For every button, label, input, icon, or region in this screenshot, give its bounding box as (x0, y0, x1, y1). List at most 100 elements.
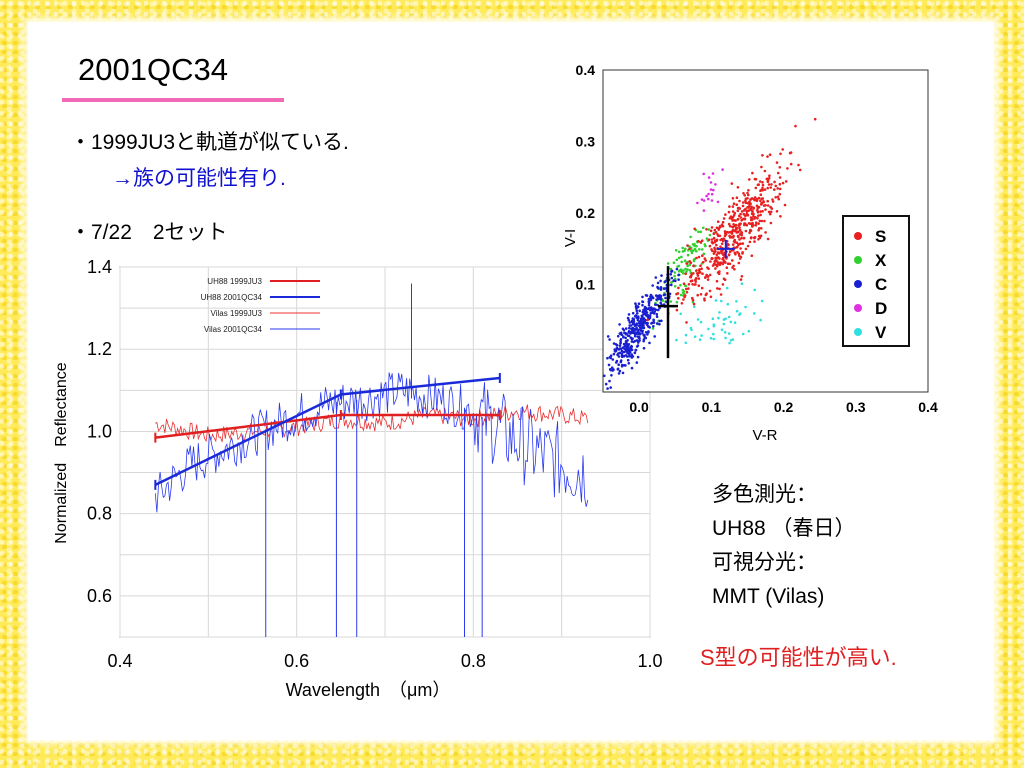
scatter-point-s (732, 229, 736, 233)
scatter-point-s (753, 196, 757, 199)
scatter-point-v (712, 337, 716, 341)
scatter-point-s (737, 214, 741, 218)
scatter-point-c (660, 274, 663, 277)
info-line-multicolor: 多色測光： (712, 483, 817, 506)
scatter-point-d (709, 188, 713, 191)
scatter-point-c (651, 307, 655, 310)
scatter-point-s (738, 199, 741, 203)
scatter-point-s (759, 234, 763, 238)
scatter-point-s (738, 223, 741, 226)
scatter-point-s (714, 267, 717, 270)
scatter-point-v (727, 332, 731, 335)
scatter-point-v (735, 309, 739, 313)
scatter-point-c (636, 332, 640, 336)
scatter-point-s (781, 148, 784, 151)
scatter-point-s (762, 204, 766, 207)
scatter-point-s (751, 209, 754, 213)
scatter-point-c (662, 293, 666, 297)
scatter-point-c (624, 336, 627, 340)
scatter-point-d (710, 199, 714, 202)
scatter-point-c (658, 306, 661, 310)
scatter-point-x (690, 249, 693, 252)
scatter-point-s (761, 181, 764, 184)
scatter-point-s (741, 242, 745, 245)
scatter-point-s (685, 262, 689, 265)
scatter-point-s (699, 264, 702, 267)
scatter-point-c (649, 295, 652, 299)
scatter-point-s (710, 257, 714, 260)
scatter-point-s (749, 207, 753, 210)
scatter-point-s (702, 260, 705, 264)
scatter-point-s (744, 229, 748, 233)
scatter-point-s (732, 202, 736, 205)
scatter-point-c (634, 348, 638, 352)
taxonomy-legend-box (842, 215, 910, 347)
scatter-point-c (641, 295, 644, 299)
scatter-point-c (645, 294, 649, 297)
scatter-point-s (687, 283, 691, 286)
scatter-point-c (629, 346, 633, 349)
scatter-point-c (636, 318, 640, 322)
scatter-point-c (638, 326, 642, 329)
scatter-point-c (644, 306, 648, 310)
scatter-point-c (656, 285, 659, 289)
scatter-point-c (637, 341, 640, 344)
scatter-point-c (627, 362, 631, 365)
scatter-point-v (723, 331, 727, 334)
spectrum-legend-label: UH88 1999JU3 (207, 277, 262, 286)
scatter-point-c (620, 333, 623, 337)
scatter-point-c (638, 332, 642, 336)
scatter-point-s (689, 275, 692, 279)
scatter-point-c (645, 311, 649, 314)
scatter-point-s (761, 186, 764, 190)
scatter-point-c (664, 296, 667, 300)
scatter-point-c (656, 322, 659, 325)
scatter-point-v (735, 300, 738, 303)
scatter-point-c (628, 326, 631, 330)
scatter-point-s (733, 268, 736, 271)
scatter-point-s (761, 154, 764, 157)
scatter-point-s (736, 245, 739, 249)
scatter-point-s (758, 227, 761, 230)
scatter-point-s (711, 249, 714, 253)
scatter-point-s (715, 257, 718, 260)
scatter-point-s (715, 279, 719, 283)
scatter-point-s (706, 278, 710, 281)
scatter-point-s (778, 176, 782, 179)
scatter-point-d (710, 192, 714, 196)
scatter-x-tick-label: 0.4 (918, 399, 938, 415)
scatter-point-s (747, 222, 751, 225)
scatter-point-s (762, 200, 765, 204)
scatter-point-c (636, 312, 639, 315)
scatter-point-c (649, 312, 653, 315)
scatter-point-c (610, 366, 614, 370)
scatter-point-x (675, 300, 679, 304)
scatter-point-s (730, 232, 734, 235)
scatter-point-s (739, 247, 742, 250)
scatter-point-c (641, 331, 644, 335)
scatter-point-s (710, 226, 714, 229)
scatter-point-s (727, 243, 730, 247)
scatter-point-s (779, 152, 782, 156)
scatter-point-s (728, 224, 732, 228)
scatter-point-s (769, 186, 772, 189)
scatter-point-s (718, 257, 721, 260)
scatter-point-s (764, 208, 767, 211)
scatter-point-d (702, 209, 706, 212)
scatter-point-s (738, 226, 741, 229)
scatter-point-s (741, 204, 745, 208)
scatter-point-c (670, 283, 673, 287)
scatter-y-tick-label: 0.3 (576, 134, 596, 150)
scatter-point-s (701, 272, 704, 275)
scatter-point-s (754, 223, 758, 227)
scatter-point-s (719, 225, 722, 229)
scatter-point-s (757, 238, 760, 241)
scatter-point-s (730, 235, 733, 239)
scatter-point-s (693, 227, 696, 231)
scatter-point-c (646, 307, 650, 311)
scatter-point-s (767, 210, 771, 214)
spectrum-series-group (154, 283, 589, 637)
scatter-point-s (752, 214, 755, 218)
scatter-point-x (679, 293, 683, 297)
